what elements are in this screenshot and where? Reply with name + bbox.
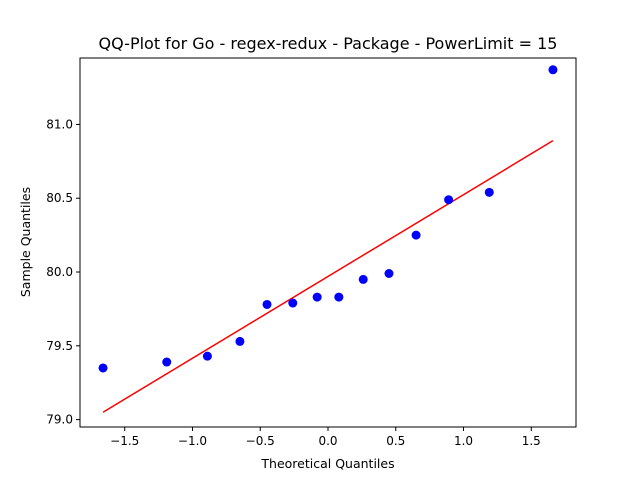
- y-tick-label: 80.0: [46, 265, 73, 279]
- x-tick-label: 0.0: [318, 434, 337, 448]
- data-point: [202, 351, 212, 361]
- x-tick-label: 1.5: [522, 434, 541, 448]
- data-point: [384, 268, 394, 278]
- x-tick-label: −1.0: [178, 434, 207, 448]
- x-tick-label: 0.5: [386, 434, 405, 448]
- data-point: [411, 230, 421, 240]
- y-tick-label: 81.0: [46, 117, 73, 131]
- reference-line: [102, 140, 554, 413]
- data-point: [312, 292, 322, 302]
- plot-area: [98, 65, 558, 413]
- y-axis: 79.0 79.5 80.0 80.5 81.0: [46, 117, 80, 427]
- data-point: [334, 292, 344, 302]
- chart-title: QQ-Plot for Go - regex-redux - Package -…: [99, 34, 558, 53]
- data-point: [484, 187, 494, 197]
- x-axis-label: Theoretical Quantiles: [260, 456, 394, 471]
- y-tick-label: 79.0: [46, 413, 73, 427]
- y-axis-label: Sample Quantiles: [18, 187, 33, 297]
- data-point: [162, 357, 172, 367]
- x-axis: −1.5 −1.0 −0.5 0.0 0.5 1.0 1.5: [110, 427, 541, 448]
- data-point: [235, 336, 245, 346]
- data-point: [262, 299, 272, 309]
- x-tick-label: −0.5: [246, 434, 275, 448]
- y-tick-label: 79.5: [46, 339, 73, 353]
- data-point: [444, 195, 454, 205]
- data-point: [548, 65, 558, 75]
- data-point: [98, 363, 108, 373]
- x-tick-label: 1.0: [454, 434, 473, 448]
- data-point: [288, 298, 298, 308]
- data-point: [358, 274, 368, 284]
- x-tick-label: −1.5: [110, 434, 139, 448]
- y-tick-label: 80.5: [46, 191, 73, 205]
